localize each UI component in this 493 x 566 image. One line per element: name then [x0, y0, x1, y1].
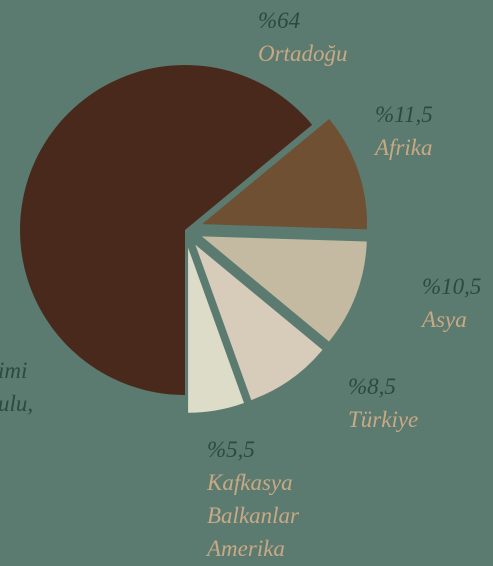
slice-label: Afrika	[375, 135, 433, 160]
value-label: %8,5	[348, 374, 396, 399]
pie-slice	[188, 247, 244, 413]
annotation: ulu,	[0, 391, 34, 416]
value-label: %64	[258, 8, 301, 33]
slice-label: Türkiye	[348, 407, 419, 432]
slice-label: Asya	[422, 307, 467, 332]
slice-label: Kafkasya Balkanlar Amerika	[207, 470, 299, 561]
value-label: %5,5	[207, 437, 255, 462]
slice-label: Ortadoğu	[258, 41, 348, 66]
pie-slice	[202, 118, 368, 230]
value-label: %10,5	[422, 274, 482, 299]
pie-slice	[201, 236, 367, 342]
pie-slice	[195, 244, 323, 400]
value-label: %11,5	[375, 102, 433, 127]
pie-slice	[19, 64, 313, 396]
annotation: imi	[0, 358, 28, 383]
